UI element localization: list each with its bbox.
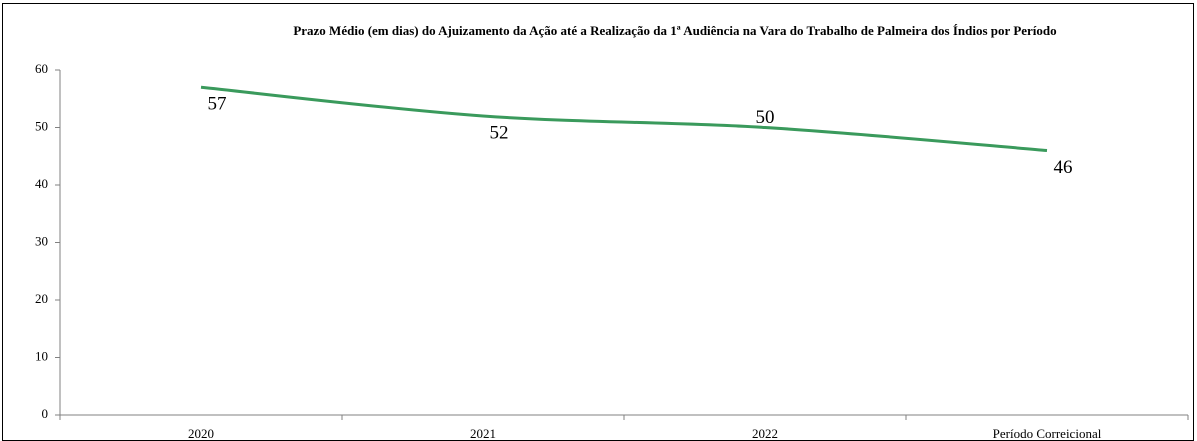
y-tick-label: 60 [35,61,48,76]
y-tick-label: 40 [35,176,48,191]
data-label: 52 [490,122,509,143]
y-tick-label: 10 [35,348,48,363]
y-tick-label: 30 [35,233,48,248]
x-tick-label: 2020 [188,426,214,441]
y-tick-label: 20 [35,291,48,306]
data-label: 57 [208,94,227,115]
y-tick-label: 0 [42,406,49,421]
x-tick-label: 2021 [470,426,496,441]
x-tick-label: 2022 [752,426,778,441]
y-tick-label: 50 [35,118,48,133]
data-label: 50 [756,107,775,128]
chart-frame [2,3,1194,441]
data-line [200,85,1048,152]
data-label: 46 [1054,157,1073,178]
chart-title: Prazo Médio (em dias) do Ajuizamento da … [293,23,1057,38]
x-tick-label: Período Correicional [993,426,1102,441]
